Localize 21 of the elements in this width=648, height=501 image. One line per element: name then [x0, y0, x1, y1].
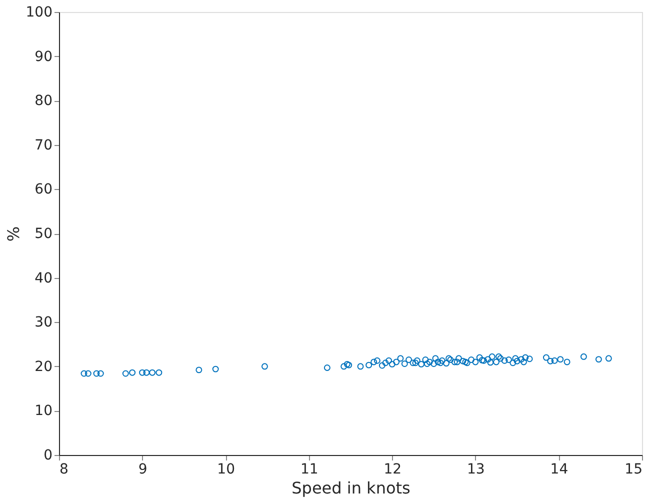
y-tick-label: 40 [34, 270, 52, 286]
x-tick-label: 15 [624, 462, 642, 478]
x-tick-label: 8 [60, 462, 68, 478]
x-axis-title: Speed in knots [292, 478, 410, 498]
y-tick-label: 10 [34, 403, 52, 420]
y-tick-label: 90 [34, 48, 52, 65]
y-tick-label: 70 [34, 137, 52, 154]
x-tick-label: 13 [467, 462, 485, 478]
x-tick-label: 12 [384, 462, 402, 478]
y-tick-label: 80 [34, 93, 52, 110]
y-axis-title: % [4, 226, 23, 242]
y-tick-label: 100 [26, 4, 52, 20]
x-tick-label: 9 [138, 462, 148, 478]
x-tick-label: 10 [217, 462, 235, 478]
y-tick-label: 0 [44, 448, 52, 464]
y-tick-label: 50 [34, 226, 52, 242]
y-tick-label: 30 [34, 314, 52, 331]
x-tick-label: 14 [550, 462, 568, 478]
y-tick-label: 20 [34, 358, 52, 375]
y-tick-label: 60 [34, 182, 52, 198]
x-tick-label: 11 [300, 462, 318, 478]
